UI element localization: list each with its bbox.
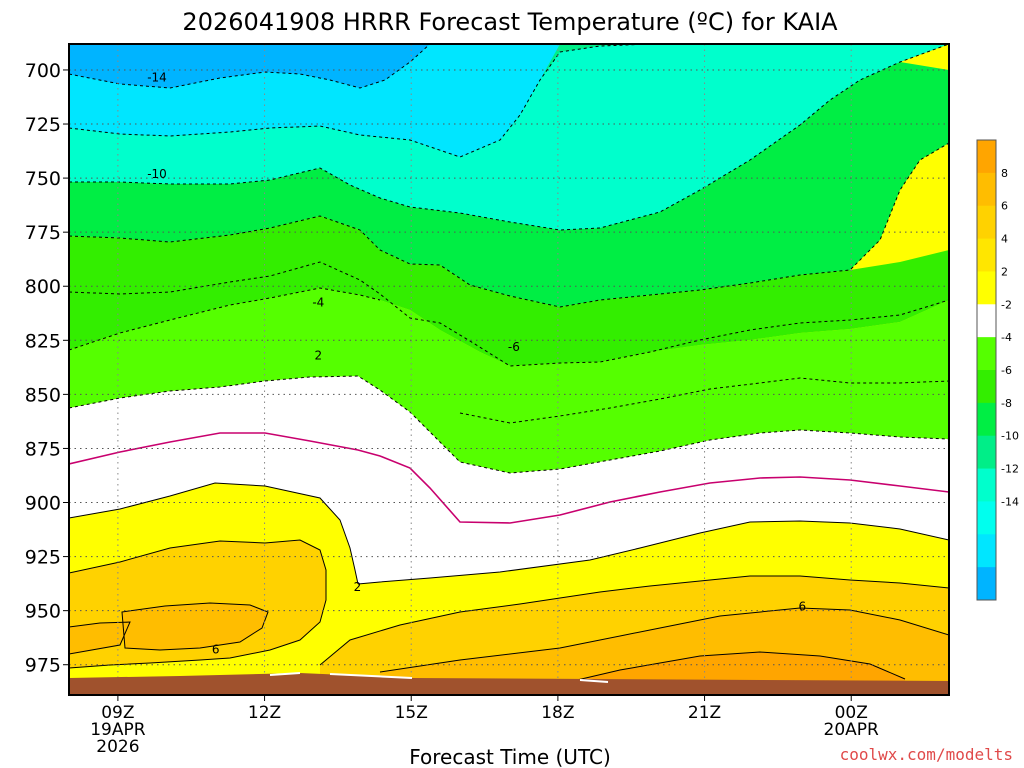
y-tick-label: 800 bbox=[25, 276, 61, 298]
colorbar-swatch bbox=[977, 337, 996, 371]
x-tick-label: 20APR bbox=[824, 720, 880, 740]
chart-title: 2026041908 HRRR Forecast Temperature (ºC… bbox=[182, 8, 838, 36]
contour-label: -6 bbox=[508, 340, 520, 354]
colorbar-tick-label: -2 bbox=[1001, 298, 1012, 311]
y-tick-label: 925 bbox=[25, 547, 61, 569]
colorbar-swatch bbox=[977, 205, 996, 240]
temp-band-minus16 bbox=[69, 44, 430, 88]
colorbar-tick-label: -6 bbox=[1001, 364, 1012, 377]
grid-lines bbox=[69, 44, 949, 695]
colorbar: 8 6 4 2 -2 -4 -6 -8 -10 -12 -14 bbox=[976, 139, 1019, 601]
x-tick-label: 12Z bbox=[248, 703, 281, 723]
y-tick-label: 875 bbox=[25, 438, 61, 460]
colorbar-swatch bbox=[977, 402, 996, 437]
colorbar-swatch bbox=[977, 567, 996, 601]
y-tick-label: 850 bbox=[25, 384, 61, 406]
colorbar-tick-label: -4 bbox=[1001, 331, 1012, 344]
y-tick-label: 825 bbox=[25, 330, 61, 352]
colorbar-swatch bbox=[977, 271, 996, 305]
plot-frame bbox=[68, 43, 950, 696]
temp-band-6b bbox=[122, 603, 268, 650]
colorbar-swatch bbox=[977, 238, 996, 272]
colorbar-tick-label: 2 bbox=[1001, 265, 1008, 278]
temp-band-minus2 bbox=[69, 288, 949, 473]
temp-band-minus12 bbox=[69, 44, 949, 230]
y-tick-label: 750 bbox=[25, 168, 61, 190]
colorbar-frame bbox=[976, 139, 997, 601]
x-tick-label: 2026 bbox=[96, 737, 139, 757]
colorbar-swatch bbox=[977, 370, 996, 404]
contour-label: 2 bbox=[354, 580, 362, 594]
x-tick-label: 00Z bbox=[835, 703, 868, 723]
x-tick-label: 09Z bbox=[101, 703, 134, 723]
colorbar-swatch bbox=[977, 501, 996, 535]
contour-lines bbox=[69, 44, 949, 685]
temp-band-6 bbox=[69, 622, 130, 654]
x-tick-label: 15Z bbox=[395, 703, 428, 723]
y-tick-label: 725 bbox=[25, 114, 61, 136]
y-tick-label: 700 bbox=[25, 60, 61, 82]
freezing-line-0c bbox=[69, 432, 949, 524]
contour-labels: -14 -10 -4 2 -6 2 6 6 bbox=[147, 71, 806, 657]
colorbar-tick-label: -8 bbox=[1001, 397, 1012, 410]
plot-area: -14 -10 -4 2 -6 2 6 6 bbox=[69, 44, 949, 695]
colorbar-tick-label: -12 bbox=[1001, 463, 1019, 476]
colorbar-tick-label: 8 bbox=[1001, 167, 1008, 180]
surface-ground bbox=[69, 673, 949, 695]
x-tick-label: 19APR bbox=[90, 720, 146, 740]
x-tick-label: 21Z bbox=[688, 703, 721, 723]
colorbar-tick-label: 6 bbox=[1001, 200, 1008, 213]
x-tick-label: 18Z bbox=[541, 703, 574, 723]
y-tick-label: 900 bbox=[25, 493, 61, 515]
colorbar-tick-label: -10 bbox=[1001, 430, 1019, 443]
temp-band-minus4 bbox=[69, 216, 949, 366]
colorbar-tick-label: -14 bbox=[1001, 495, 1019, 508]
colorbar-tick-label: 4 bbox=[1001, 233, 1008, 246]
y-axis: 700 725 750 775 800 825 850 875 900 925 950 975 bbox=[25, 60, 69, 677]
y-tick-label: 975 bbox=[25, 655, 61, 677]
x-axis-label: Forecast Time (UTC) bbox=[409, 745, 611, 768]
contour-label: -10 bbox=[147, 167, 167, 181]
credit-text: coolwx.com/modelts bbox=[840, 745, 1013, 764]
contour-label: -4 bbox=[312, 295, 324, 309]
colorbar-swatch bbox=[977, 534, 996, 568]
colorbar-swatch bbox=[977, 172, 996, 207]
colorbar-swatch bbox=[977, 468, 996, 502]
colorbar-swatch bbox=[977, 435, 996, 470]
colorbar-swatch bbox=[977, 304, 996, 338]
contour-label: 2 bbox=[315, 348, 323, 362]
contour-label: 6 bbox=[212, 643, 220, 657]
surface-edge bbox=[269, 672, 609, 683]
colorbar-swatch bbox=[977, 140, 996, 174]
y-tick-label: 775 bbox=[25, 222, 61, 244]
temp-band-2-white bbox=[69, 376, 949, 584]
temp-band-minus6 bbox=[69, 62, 949, 307]
y-tick-label: 950 bbox=[25, 601, 61, 623]
contour-label: -14 bbox=[147, 71, 167, 85]
contour-label: 6 bbox=[799, 599, 807, 613]
